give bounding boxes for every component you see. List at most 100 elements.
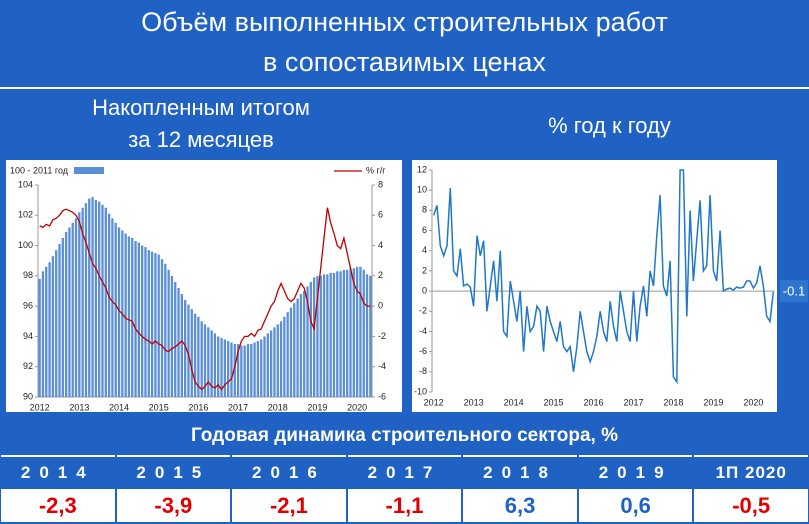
- bar: [346, 269, 349, 397]
- bar: [88, 198, 91, 397]
- y-tick-label: 10: [417, 185, 427, 195]
- value-label: -0.1: [783, 284, 805, 299]
- y-tick-label: 92: [23, 361, 33, 371]
- bar: [269, 330, 273, 397]
- x-tick-label: 2015: [149, 402, 169, 412]
- bar: [160, 259, 164, 397]
- x-tick-label: 2018: [268, 402, 288, 412]
- x-tick-label: 2017: [623, 397, 643, 407]
- column-header: 2017: [347, 455, 462, 489]
- x-tick-label: 2014: [109, 402, 129, 412]
- bar: [144, 247, 147, 397]
- bar: [203, 324, 207, 397]
- bar: [256, 340, 260, 397]
- panel-title: Накопленным итогом за 12 месяцев: [0, 92, 402, 156]
- bar: [154, 253, 157, 397]
- column-header: 2019: [578, 455, 693, 489]
- bar: [134, 241, 137, 397]
- bar: [94, 200, 98, 397]
- bar: [184, 300, 187, 397]
- x-tick-label: 2015: [544, 397, 564, 407]
- column-header: 1П 2020: [694, 455, 808, 489]
- bar: [68, 227, 71, 397]
- y2-tick-label: 0: [378, 301, 383, 311]
- bar: [349, 268, 352, 397]
- bar: [289, 307, 293, 397]
- bar: [236, 344, 240, 397]
- y-tick-label: 2: [422, 265, 427, 275]
- bar: [213, 333, 217, 397]
- table-title: Годовая динамика строительного сектора, …: [190, 425, 619, 446]
- y-tick-label: 94: [23, 331, 33, 341]
- legend-swatch: [74, 167, 104, 174]
- bar: [124, 233, 127, 397]
- bar: [332, 272, 336, 397]
- bar: [339, 271, 342, 397]
- y-tick-label: 96: [23, 301, 33, 311]
- bar: [342, 269, 346, 397]
- bar: [180, 294, 184, 397]
- bar: [150, 251, 154, 397]
- panel-title-line: за 12 месяцев: [128, 127, 274, 152]
- bar: [174, 281, 177, 397]
- bar: [200, 321, 203, 397]
- column-header: 2018: [463, 455, 577, 489]
- line: [39, 207, 371, 391]
- y2-tick-label: -6: [378, 391, 386, 401]
- column-header: 2014: [1, 455, 115, 489]
- bar: [197, 316, 200, 397]
- bar: [230, 342, 233, 397]
- column-header: 2015: [116, 455, 231, 489]
- value-label-box: [780, 280, 808, 303]
- table-value: -1,1: [347, 489, 462, 522]
- bar: [299, 294, 303, 397]
- bar: [362, 269, 365, 397]
- x-tick-label: 2013: [69, 402, 89, 412]
- x-tick-label: 2018: [663, 397, 683, 407]
- x-tick-label: 2012: [30, 402, 50, 412]
- bar: [296, 298, 299, 397]
- bar: [98, 201, 101, 397]
- y2-tick-label: 8: [378, 179, 383, 189]
- x-tick-label: 2019: [703, 397, 723, 407]
- table-value: -0,5: [694, 489, 808, 522]
- bar: [157, 254, 160, 397]
- bar: [276, 324, 279, 397]
- bar: [359, 266, 362, 397]
- bar: [114, 222, 117, 397]
- column-header: 2016: [232, 455, 346, 489]
- bar: [137, 242, 141, 397]
- bar: [78, 212, 81, 397]
- bar: [61, 238, 64, 397]
- y-tick-label: -4: [419, 326, 427, 336]
- chart-frame: [412, 160, 777, 412]
- y2-tick-label: -2: [378, 331, 386, 341]
- bar: [246, 344, 250, 397]
- table-value: -2,3: [1, 489, 115, 522]
- bar: [131, 238, 134, 397]
- bar: [316, 275, 319, 397]
- panel-title-line: Накопленным итогом: [92, 95, 310, 120]
- bar: [127, 236, 131, 397]
- bar: [319, 275, 322, 397]
- bar: [111, 218, 114, 397]
- y-tick-label: -10: [414, 386, 427, 396]
- x-tick-label: 2019: [307, 402, 327, 412]
- title-line: в сопоставимых ценах: [263, 47, 546, 77]
- bar: [217, 336, 220, 397]
- bar: [226, 340, 230, 397]
- x-tick-label: 2017: [228, 402, 248, 412]
- y-tick-label: 8: [422, 205, 427, 215]
- bar: [326, 274, 329, 397]
- bar: [279, 321, 283, 397]
- bar: [322, 274, 326, 397]
- y2-tick-label: 4: [378, 240, 383, 250]
- bar: [81, 207, 84, 397]
- bar: [74, 218, 78, 397]
- bar: [107, 213, 111, 397]
- y-tick-label: 102: [18, 210, 33, 220]
- y-tick-label: -8: [419, 366, 427, 376]
- y-tick-label: 4: [422, 245, 427, 255]
